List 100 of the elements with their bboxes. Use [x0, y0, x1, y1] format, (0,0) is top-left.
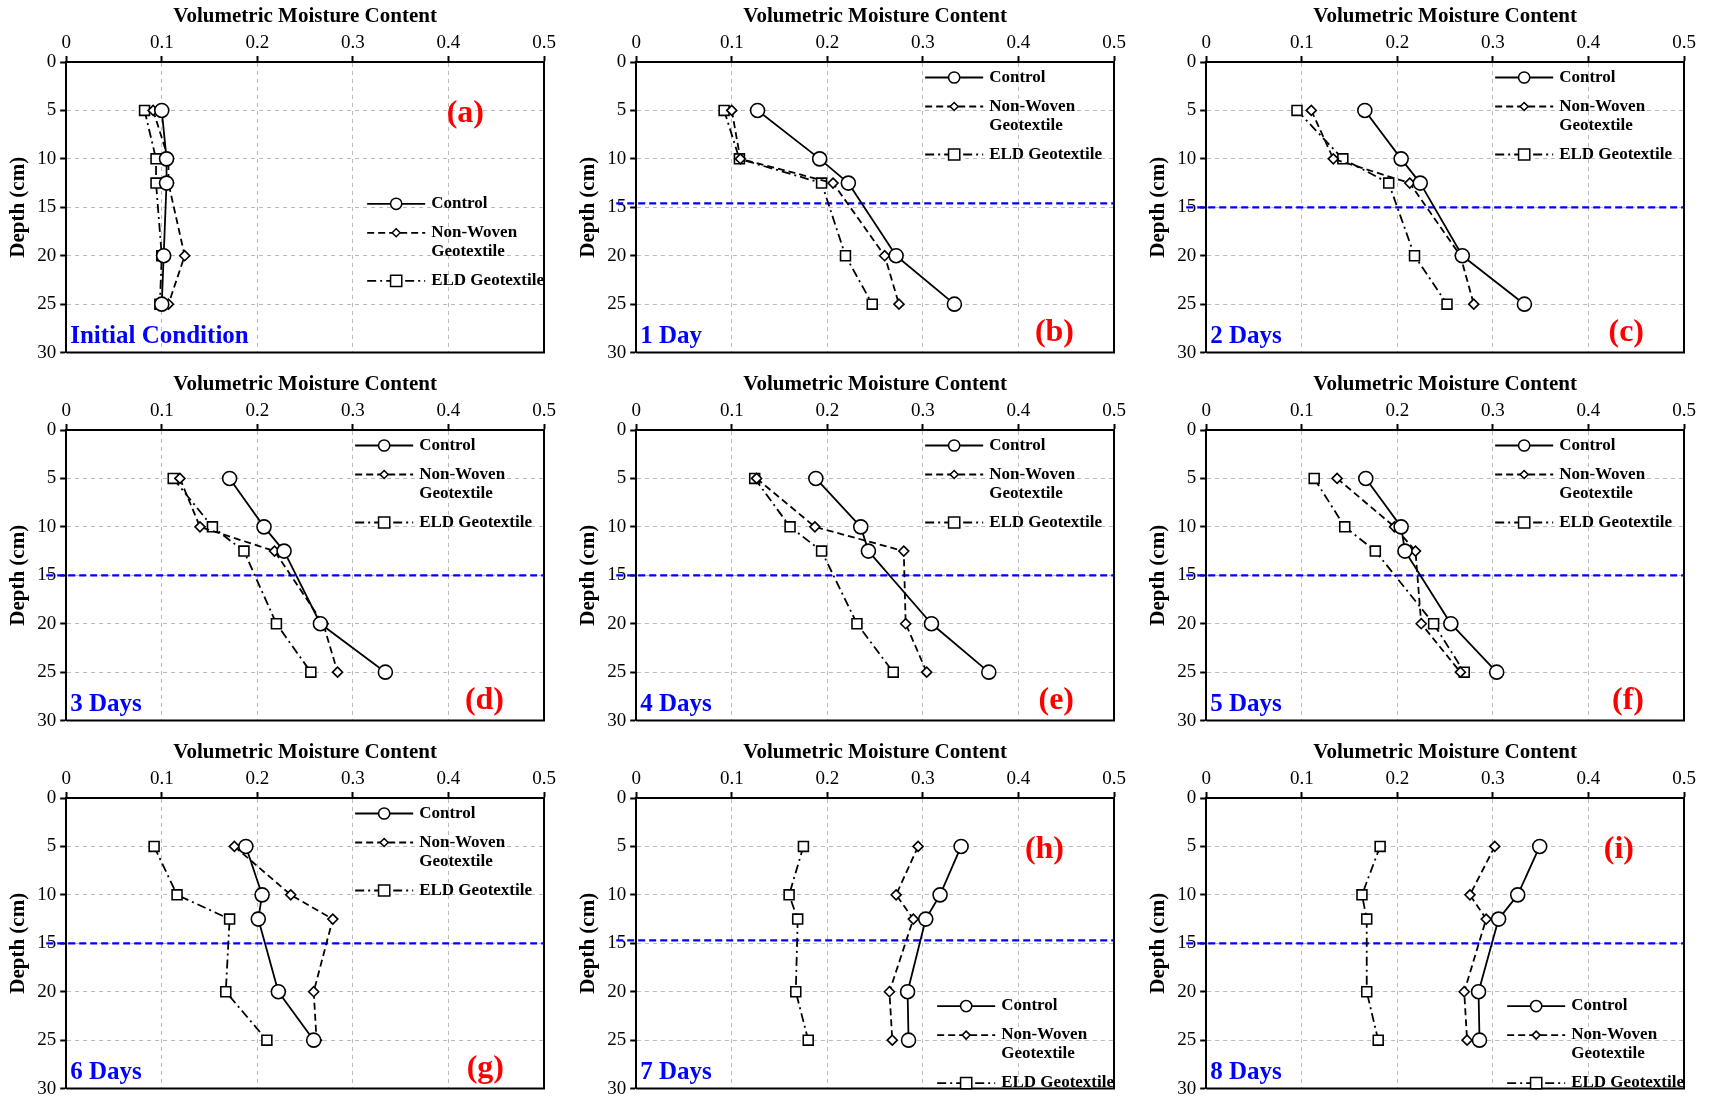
- y-tick-label: 20: [607, 611, 627, 633]
- y-tick-label: 30: [1177, 708, 1197, 730]
- y-tick-label: 30: [37, 708, 57, 730]
- y-axis-title: Depth (cm): [5, 524, 30, 626]
- x-tick-label: 0.3: [911, 398, 935, 420]
- x-tick-label: 0.4: [1006, 766, 1031, 788]
- legend-label: ELD Geotextile: [419, 511, 533, 531]
- y-tick-label: 15: [37, 931, 57, 953]
- x-tick-label: 0.2: [1385, 30, 1410, 52]
- x-tick-label: 0.5: [532, 30, 556, 52]
- x-tick-label: 0.5: [1672, 30, 1696, 52]
- legend-label: Control: [419, 802, 476, 822]
- y-tick-label: 25: [37, 292, 57, 314]
- y-tick-label: 15: [37, 195, 57, 217]
- x-tick-label: 0.5: [1672, 766, 1696, 788]
- legend-label: Control: [1559, 434, 1616, 454]
- y-tick-label: 25: [37, 1028, 57, 1050]
- legend-label: Non-Woven Geotextile: [1559, 463, 1646, 502]
- annotation: (c): [1608, 311, 1644, 348]
- y-tick-label: 20: [1177, 243, 1197, 265]
- y-tick-label: 0: [616, 49, 627, 71]
- y-axis-title: Depth (cm): [5, 892, 30, 994]
- x-tick-label: 0.4: [1006, 30, 1031, 52]
- legend-label: Non-Woven Geotextile: [431, 222, 518, 261]
- x-tick-label: 0.4: [436, 30, 461, 52]
- x-tick-label: 0.1: [149, 398, 174, 420]
- y-tick-label: 5: [616, 834, 627, 856]
- legend-label: Control: [989, 434, 1046, 454]
- x-tick-label: 0.5: [1672, 398, 1696, 420]
- legend-label: Non-Woven Geotextile: [419, 831, 506, 870]
- x-tick-label: 0.3: [341, 398, 365, 420]
- y-tick-label: 0: [616, 417, 627, 439]
- y-tick-label: 5: [46, 834, 57, 856]
- annotation: 1 Day: [640, 320, 703, 348]
- annotation: 6 Days: [70, 1056, 142, 1084]
- y-tick-label: 25: [1177, 660, 1197, 682]
- y-axis-title: Depth (cm): [1145, 524, 1170, 626]
- x-tick-label: 0.2: [1385, 766, 1410, 788]
- annotation: (d): [464, 679, 504, 716]
- annotation: 2 Days: [1210, 320, 1282, 348]
- x-axis-title: Volumetric Moisture Content: [173, 3, 437, 28]
- x-tick-label: 0.2: [815, 398, 840, 420]
- legend-label: ELD Geotextile: [989, 143, 1103, 163]
- y-tick-label: 20: [37, 611, 57, 633]
- legend-label: Non-Woven Geotextile: [1571, 1024, 1658, 1063]
- x-tick-label: 0.5: [532, 766, 556, 788]
- x-tick-label: 0.1: [1289, 398, 1314, 420]
- x-axis-title: Volumetric Moisture Content: [173, 371, 437, 396]
- y-tick-label: 10: [1177, 514, 1197, 536]
- annotation: Initial Condition: [70, 320, 249, 348]
- legend-label: Control: [431, 193, 488, 213]
- y-tick-label: 15: [607, 563, 627, 585]
- x-axis-title: Volumetric Moisture Content: [1313, 739, 1577, 764]
- x-tick-label: 0.2: [245, 398, 270, 420]
- x-tick-label: 0: [61, 398, 71, 420]
- x-tick-label: 0.3: [341, 30, 365, 52]
- x-tick-label: 0.5: [1102, 30, 1126, 52]
- x-tick-label: 0: [631, 766, 641, 788]
- x-tick-label: 0: [1201, 398, 1211, 420]
- x-tick-label: 0.2: [245, 30, 270, 52]
- legend-label: Non-Woven Geotextile: [419, 463, 506, 502]
- y-tick-label: 30: [607, 340, 627, 362]
- y-axis-title: Depth (cm): [1145, 892, 1170, 994]
- annotation: 4 Days: [640, 688, 712, 716]
- y-tick-label: 25: [607, 660, 627, 682]
- y-tick-label: 25: [37, 660, 57, 682]
- y-tick-label: 15: [1177, 195, 1197, 217]
- annotation: 7 Days: [640, 1056, 712, 1084]
- annotation: (g): [466, 1047, 504, 1084]
- x-tick-label: 0.1: [149, 766, 174, 788]
- legend-label: Non-Woven Geotextile: [1559, 95, 1646, 134]
- x-tick-label: 0: [631, 398, 641, 420]
- y-tick-label: 5: [1186, 98, 1197, 120]
- x-tick-label: 0.1: [719, 398, 744, 420]
- legend-label: Control: [1571, 995, 1628, 1015]
- y-tick-label: 15: [1177, 931, 1197, 953]
- y-tick-label: 10: [607, 146, 627, 168]
- legend-label: ELD Geotextile: [1559, 143, 1673, 163]
- y-tick-label: 30: [607, 1076, 627, 1098]
- x-tick-label: 0.5: [1102, 766, 1126, 788]
- x-axis-title: Volumetric Moisture Content: [743, 371, 1007, 396]
- x-tick-label: 0.3: [341, 766, 365, 788]
- x-tick-label: 0.3: [1481, 766, 1505, 788]
- y-tick-label: 25: [607, 292, 627, 314]
- y-axis-title: Depth (cm): [5, 156, 30, 258]
- y-tick-label: 0: [616, 785, 627, 807]
- y-tick-label: 10: [607, 514, 627, 536]
- x-tick-label: 0: [61, 30, 71, 52]
- y-tick-label: 30: [1177, 1076, 1197, 1098]
- legend-label: Control: [1559, 66, 1616, 86]
- y-tick-label: 30: [1177, 340, 1197, 362]
- y-tick-label: 0: [46, 417, 57, 439]
- x-axis-title: Volumetric Moisture Content: [1313, 371, 1577, 396]
- y-tick-label: 20: [1177, 611, 1197, 633]
- y-axis-title: Depth (cm): [575, 524, 600, 626]
- x-tick-label: 0: [631, 30, 641, 52]
- y-tick-label: 0: [1186, 785, 1197, 807]
- y-tick-label: 5: [616, 466, 627, 488]
- x-tick-label: 0.4: [436, 398, 461, 420]
- annotation: (e): [1038, 679, 1074, 716]
